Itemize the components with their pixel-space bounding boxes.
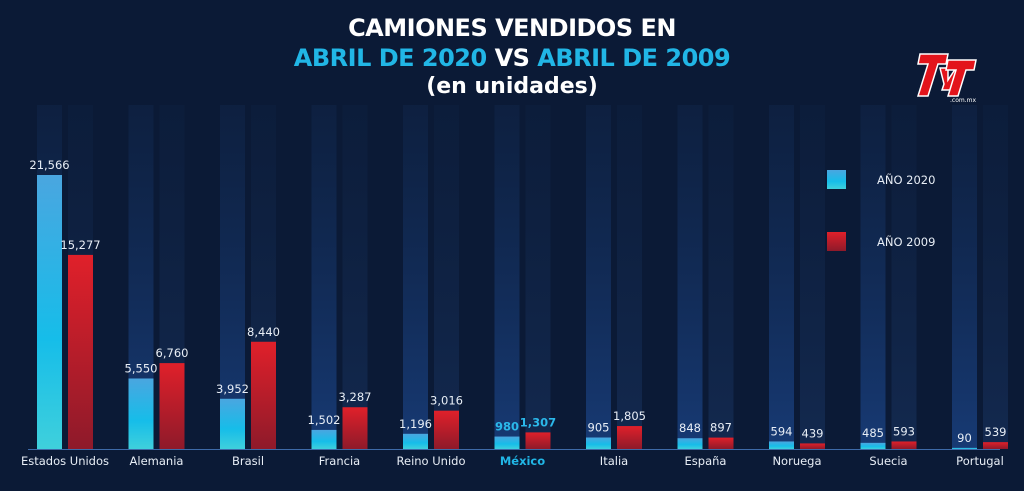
data-label: 980 bbox=[495, 420, 519, 434]
bar-2020 bbox=[494, 436, 520, 449]
data-label: 848 bbox=[679, 421, 701, 435]
chart-title-line1: CAMIONES VENDIDOS EN bbox=[348, 14, 676, 42]
bar-2020 bbox=[128, 378, 154, 449]
title-period-2009: ABRIL DE 2009 bbox=[537, 44, 731, 72]
data-label: 6,760 bbox=[156, 346, 189, 360]
bar-2009 bbox=[251, 341, 276, 449]
column-backdrop bbox=[586, 105, 611, 449]
data-label: 15,277 bbox=[60, 238, 100, 252]
column-backdrop bbox=[494, 105, 520, 449]
data-label: 1,307 bbox=[520, 415, 556, 429]
column-backdrop bbox=[891, 105, 917, 449]
category-label: Noruega bbox=[772, 454, 821, 468]
bar-2009 bbox=[342, 407, 368, 449]
category-label: Estados Unidos bbox=[21, 454, 109, 468]
data-label: 1,502 bbox=[308, 413, 341, 427]
legend-label: AÑO 2009 bbox=[877, 234, 935, 249]
bar-2020 bbox=[311, 429, 337, 449]
column-backdrop bbox=[769, 105, 794, 449]
bar-2020 bbox=[403, 433, 428, 449]
column-backdrop bbox=[708, 105, 734, 449]
data-label: 3,287 bbox=[339, 390, 372, 404]
bar-2009 bbox=[434, 410, 459, 449]
category-label: Alemania bbox=[130, 454, 184, 468]
legend-swatch-2009 bbox=[827, 232, 846, 251]
tyt-logo: .com.mx bbox=[916, 53, 977, 104]
column-backdrop bbox=[677, 105, 703, 449]
data-label: 3,016 bbox=[430, 394, 463, 408]
data-label: 1,805 bbox=[613, 409, 646, 423]
bar-2020 bbox=[37, 175, 62, 449]
data-label: 90 bbox=[957, 431, 972, 445]
tyt-logo-icon bbox=[916, 53, 977, 97]
category-label: Brasil bbox=[232, 454, 264, 468]
data-label: 485 bbox=[862, 426, 884, 440]
column-backdrop bbox=[434, 105, 459, 449]
data-label: 593 bbox=[893, 424, 915, 438]
data-label: 1,196 bbox=[399, 417, 432, 431]
data-label: 439 bbox=[802, 426, 824, 440]
bar-2020 bbox=[769, 441, 794, 449]
title-period-2020: ABRIL DE 2020 bbox=[293, 44, 487, 72]
column-backdrop bbox=[952, 105, 977, 449]
column-backdrop bbox=[860, 105, 886, 449]
bar-2009 bbox=[68, 254, 93, 449]
data-label: 897 bbox=[710, 421, 732, 435]
column-backdrop bbox=[983, 105, 1008, 449]
data-label: 8,440 bbox=[247, 325, 280, 339]
column-backdrop bbox=[311, 105, 337, 449]
column-backdrop bbox=[617, 105, 642, 449]
column-backdrop bbox=[220, 105, 245, 449]
title-vs: VS bbox=[494, 44, 530, 72]
bar-2020 bbox=[586, 437, 611, 449]
bar-2009 bbox=[800, 443, 825, 449]
data-label: 539 bbox=[985, 425, 1007, 439]
column-backdrop bbox=[403, 105, 428, 449]
bar-2009 bbox=[891, 441, 917, 449]
category-label: Italia bbox=[600, 454, 628, 468]
data-label: 594 bbox=[771, 424, 793, 438]
column-backdrop bbox=[525, 105, 551, 449]
column-backdrop bbox=[800, 105, 825, 449]
bar-2009 bbox=[159, 363, 185, 449]
chart-title-line2: ABRIL DE 2020 VS ABRIL DE 2009 bbox=[0, 44, 1024, 72]
bar-2009 bbox=[708, 437, 734, 449]
category-label: México bbox=[500, 454, 545, 468]
chart-subtitle: (en unidades) bbox=[426, 74, 598, 99]
data-label: 5,550 bbox=[125, 361, 158, 375]
bar-2020 bbox=[220, 398, 245, 449]
category-label: Portugal bbox=[956, 454, 1004, 468]
category-label: Reino Unido bbox=[397, 454, 466, 468]
bar-2009 bbox=[983, 442, 1008, 449]
data-label: 3,952 bbox=[216, 382, 249, 396]
bar-2020 bbox=[952, 447, 977, 449]
category-label: España bbox=[685, 454, 727, 468]
bar-2009 bbox=[525, 432, 551, 449]
data-label: 21,566 bbox=[29, 158, 69, 172]
bar-2020 bbox=[677, 438, 703, 449]
data-label: 905 bbox=[588, 421, 610, 435]
bar-2020 bbox=[860, 442, 886, 449]
category-label: Francia bbox=[319, 454, 360, 468]
bar-2009 bbox=[617, 426, 642, 449]
legend-swatch-2020 bbox=[827, 170, 846, 189]
logo-sub-text: .com.mx bbox=[950, 97, 976, 104]
column-backdrop bbox=[342, 105, 368, 449]
legend-label: AÑO 2020 bbox=[877, 172, 935, 187]
category-label: Suecia bbox=[869, 454, 907, 468]
